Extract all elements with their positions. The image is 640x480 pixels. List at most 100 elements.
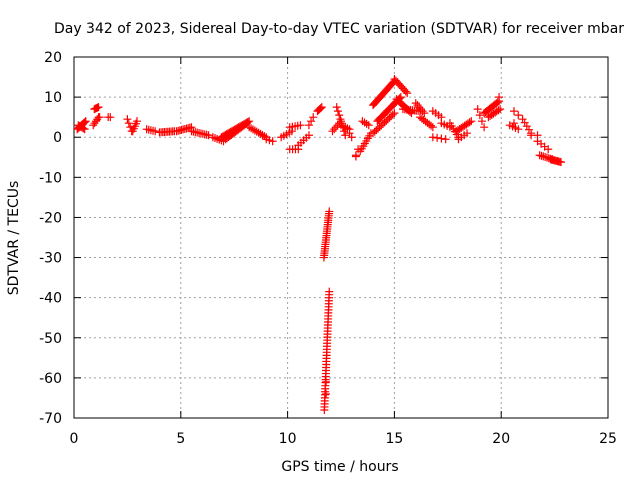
data-point bbox=[243, 119, 252, 128]
data-point bbox=[496, 105, 505, 114]
data-point bbox=[79, 124, 88, 133]
data-point bbox=[95, 113, 104, 122]
data-point bbox=[351, 152, 360, 161]
data-point bbox=[80, 118, 89, 127]
data-point bbox=[510, 119, 519, 128]
data-point bbox=[510, 107, 519, 116]
data-point bbox=[544, 145, 553, 154]
data-point bbox=[494, 106, 503, 115]
data-point bbox=[123, 115, 132, 124]
data-point bbox=[401, 87, 410, 96]
data-point bbox=[124, 119, 133, 128]
y-tick-label: 20 bbox=[44, 50, 62, 66]
data-point bbox=[403, 89, 412, 98]
data-point bbox=[514, 125, 523, 134]
y-axis-label: SDTVAR / TECUs bbox=[6, 181, 22, 296]
data-point bbox=[268, 137, 277, 146]
y-tick-labels: 20 10 0 -10 -20 -30 -40 -50 -60 -70 bbox=[39, 50, 62, 427]
data-point bbox=[309, 113, 318, 122]
data-point bbox=[316, 104, 325, 113]
plot-frame bbox=[73, 56, 609, 419]
data-point bbox=[493, 98, 502, 107]
axis-ticks bbox=[73, 56, 609, 419]
data-point bbox=[304, 121, 313, 130]
chart-title: Day 342 of 2023, Sidereal Day-to-day VTE… bbox=[54, 21, 624, 37]
data-point bbox=[325, 207, 334, 216]
data-point bbox=[151, 127, 160, 136]
data-point bbox=[388, 110, 397, 119]
y-tick-label: -70 bbox=[39, 411, 62, 427]
data-point bbox=[304, 131, 313, 140]
x-tick-label: 10 bbox=[279, 431, 297, 447]
y-tick-label: -50 bbox=[39, 331, 62, 347]
data-point bbox=[415, 103, 424, 112]
data-point bbox=[328, 127, 337, 136]
data-point bbox=[433, 133, 442, 142]
data-point bbox=[325, 287, 334, 296]
data-points bbox=[73, 75, 566, 414]
data-point bbox=[420, 109, 429, 118]
x-tick-label: 5 bbox=[176, 431, 185, 447]
data-point bbox=[418, 107, 427, 116]
data-point bbox=[335, 111, 344, 120]
data-point bbox=[427, 121, 436, 130]
data-point bbox=[307, 117, 316, 126]
data-point bbox=[428, 123, 437, 132]
data-point bbox=[428, 133, 437, 142]
x-tick-label: 20 bbox=[492, 431, 510, 447]
y-tick-label: -20 bbox=[39, 210, 62, 226]
data-point bbox=[475, 111, 484, 120]
y-tick-label: -40 bbox=[39, 291, 62, 307]
data-point bbox=[480, 123, 489, 132]
data-point bbox=[473, 105, 482, 114]
data-point bbox=[495, 93, 504, 102]
y-tick-label: -60 bbox=[39, 371, 62, 387]
y-tick-label: -30 bbox=[39, 251, 62, 267]
grid-lines bbox=[74, 57, 608, 418]
data-point bbox=[317, 103, 326, 112]
data-point bbox=[557, 158, 566, 167]
data-point bbox=[106, 113, 115, 122]
data-point bbox=[514, 111, 523, 120]
data-point bbox=[81, 117, 90, 126]
data-point bbox=[411, 99, 420, 108]
x-axis-label: GPS time / hours bbox=[281, 459, 398, 475]
data-point bbox=[133, 117, 142, 126]
data-point bbox=[345, 129, 354, 138]
data-point bbox=[333, 107, 342, 116]
data-point bbox=[463, 129, 472, 138]
data-point bbox=[94, 103, 103, 112]
y-tick-label: 10 bbox=[44, 90, 62, 106]
x-tick-label: 15 bbox=[385, 431, 403, 447]
data-point bbox=[347, 133, 356, 142]
data-point bbox=[331, 123, 340, 132]
data-point bbox=[89, 121, 98, 130]
data-point bbox=[126, 123, 135, 132]
data-point bbox=[204, 131, 213, 140]
data-point bbox=[343, 125, 352, 134]
data-point bbox=[477, 117, 486, 126]
data-point bbox=[416, 105, 425, 114]
data-point bbox=[441, 135, 450, 144]
x-tick-labels: 0 5 10 15 20 25 bbox=[70, 431, 617, 447]
x-tick-label: 0 bbox=[70, 431, 79, 447]
data-point bbox=[332, 103, 341, 112]
data-point bbox=[322, 389, 331, 398]
data-point bbox=[80, 125, 89, 134]
data-point bbox=[90, 119, 99, 128]
x-tick-label: 25 bbox=[599, 431, 617, 447]
y-tick-label: -10 bbox=[39, 170, 62, 186]
data-point bbox=[465, 118, 474, 127]
data-point bbox=[330, 125, 339, 134]
data-point bbox=[437, 134, 446, 143]
data-point bbox=[336, 115, 345, 124]
data-point bbox=[341, 131, 350, 140]
data-point bbox=[91, 117, 100, 126]
data-point bbox=[390, 109, 399, 118]
y-tick-label: 0 bbox=[53, 130, 62, 146]
data-point bbox=[296, 121, 305, 130]
data-point bbox=[467, 117, 476, 126]
data-point bbox=[413, 101, 422, 110]
